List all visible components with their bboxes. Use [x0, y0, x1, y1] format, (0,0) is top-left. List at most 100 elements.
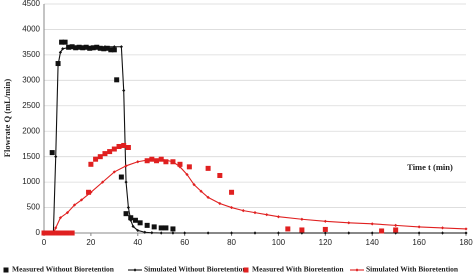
data-point: [205, 165, 211, 171]
line-marker: [171, 160, 175, 164]
data-point: [158, 225, 164, 231]
line-marker: [300, 217, 304, 221]
line-marker: [129, 218, 133, 222]
y-tick-label: 2000: [22, 126, 40, 135]
data-point: [299, 227, 305, 233]
line-marker: [206, 195, 210, 199]
data-point: [97, 45, 103, 51]
data-point: [55, 230, 61, 236]
line-marker: [101, 180, 105, 184]
line-marker: [58, 50, 63, 54]
data-point: [125, 145, 131, 151]
line-marker: [171, 231, 175, 235]
data-point: [137, 220, 143, 226]
x-tick-label: 80: [227, 238, 236, 247]
data-point: [163, 159, 169, 165]
line-marker: [65, 211, 70, 215]
line-marker: [136, 228, 140, 233]
data-point: [107, 149, 113, 155]
data-point: [88, 161, 94, 167]
line-marker: [58, 216, 63, 220]
line-marker: [124, 164, 128, 168]
data-point: [101, 46, 107, 52]
legend-marker: [133, 268, 137, 272]
series-line: [44, 46, 466, 234]
y-tick-label: 4500: [22, 0, 40, 8]
data-point: [151, 224, 157, 230]
line-marker: [440, 231, 445, 235]
data-point: [62, 39, 68, 45]
data-point: [108, 47, 114, 53]
line-marker: [54, 226, 58, 230]
legend-label: Measured With Bioretention: [252, 265, 344, 274]
y-tick-label: 1000: [22, 177, 40, 186]
data-point: [93, 156, 99, 162]
line-marker: [65, 46, 70, 50]
line-marker: [112, 170, 116, 174]
x-tick-label: 180: [459, 238, 473, 247]
y-axis-label: Flowrate Q (mL/min): [2, 79, 12, 158]
line-marker: [79, 198, 84, 202]
line-marker: [136, 160, 140, 164]
data-point: [97, 154, 103, 160]
line-marker: [42, 231, 46, 235]
legend-marker: [355, 268, 359, 272]
line-marker: [178, 165, 182, 169]
line-marker: [185, 172, 189, 177]
x-tick-label: 160: [412, 238, 426, 247]
data-point: [217, 172, 223, 178]
line-marker: [218, 201, 222, 206]
line-marker: [183, 231, 187, 235]
data-point: [154, 158, 160, 164]
line-marker: [54, 155, 58, 159]
line-marker: [72, 203, 77, 207]
data-point: [379, 228, 385, 234]
data-point: [144, 222, 150, 228]
line-marker: [464, 227, 468, 231]
x-tick-label: 0: [42, 238, 47, 247]
line-marker: [347, 221, 351, 225]
line-marker: [159, 231, 163, 235]
data-point: [393, 227, 399, 233]
legend-label: Simulated Without Bioretention: [144, 265, 247, 274]
line-marker: [119, 45, 123, 49]
y-tick-label: 3000: [22, 75, 40, 84]
line-marker: [143, 230, 147, 234]
data-point: [170, 226, 176, 232]
line-marker: [417, 225, 421, 229]
y-tick-label: 4000: [22, 25, 40, 34]
line-marker: [464, 231, 468, 235]
line-marker: [103, 45, 107, 49]
x-tick-label: 60: [180, 238, 189, 247]
line-marker: [440, 226, 445, 230]
line-marker: [131, 224, 135, 228]
line-marker: [199, 189, 203, 193]
data-point: [49, 150, 55, 156]
line-marker: [253, 211, 257, 215]
line-marker: [159, 157, 163, 161]
data-point: [163, 225, 169, 231]
x-tick-label: 40: [133, 238, 142, 247]
data-point: [132, 217, 138, 223]
x-tick-label: 100: [272, 238, 286, 247]
data-point: [121, 142, 127, 148]
y-tick-label: 0: [36, 228, 41, 237]
line-marker: [126, 205, 130, 210]
data-point: [285, 226, 291, 232]
line-marker: [150, 231, 154, 235]
data-point: [111, 47, 117, 53]
legend-marker: [3, 267, 9, 273]
y-tick-label: 2500: [22, 101, 40, 110]
line-marker: [61, 47, 65, 51]
line-marker: [75, 45, 79, 49]
data-point: [102, 151, 108, 157]
line-marker: [229, 205, 234, 210]
data-point: [60, 230, 66, 236]
data-point: [123, 211, 129, 217]
line-marker: [89, 190, 93, 194]
data-point: [69, 44, 75, 50]
data-point: [111, 146, 117, 152]
line-marker: [276, 231, 281, 235]
data-point: [86, 189, 92, 195]
